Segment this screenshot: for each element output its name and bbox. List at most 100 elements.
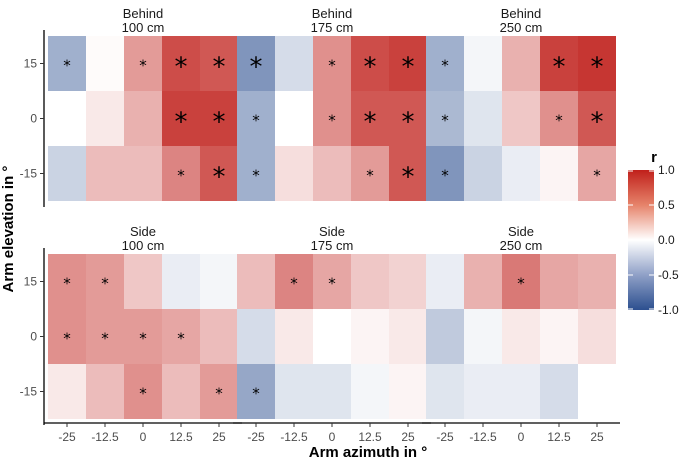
significance-star: *	[63, 330, 71, 348]
heatmap-cell	[502, 146, 540, 201]
heatmap-cell	[578, 254, 616, 309]
significance-star: *	[402, 53, 415, 83]
panel-title-line2: 100 cm	[122, 238, 165, 253]
significance-star: *	[139, 57, 147, 75]
significance-star: *	[591, 108, 604, 138]
significance-star: *	[252, 112, 260, 130]
y-tick-label: -15	[20, 385, 38, 399]
heatmap-cell	[86, 364, 124, 419]
heatmap-cell	[389, 91, 427, 146]
significance-star: *	[555, 112, 563, 130]
x-tick-label: 25	[212, 430, 226, 444]
heatmap-cell	[464, 254, 502, 309]
panel-title-line1: Side	[508, 224, 534, 239]
heatmap-cell	[124, 91, 162, 146]
x-tick-label: 0	[518, 430, 525, 444]
heatmap-cell	[464, 91, 502, 146]
heatmap-cell	[351, 91, 389, 146]
significance-star: *	[175, 108, 188, 138]
x-tick-label: -25	[436, 430, 454, 444]
heatmap-cell	[389, 309, 427, 364]
significance-star: *	[252, 385, 260, 403]
heatmap-cell	[124, 146, 162, 201]
legend-tick-label: 1.0	[658, 163, 675, 177]
heatmap-cell	[48, 91, 86, 146]
significance-star: *	[328, 112, 336, 130]
heatmap-cell	[200, 254, 238, 309]
axes-layer: 15 0 -15 15 0 -15 -25 -12.5 0 12.5 25 -25 -12.5 0 12.5…	[20, 30, 620, 444]
x-tick-label: -12.5	[91, 430, 119, 444]
heatmap-cell	[426, 309, 464, 364]
significance-star: *	[252, 167, 260, 185]
heatmap-cell	[124, 364, 162, 419]
heatmap-cell	[426, 36, 464, 91]
heatmap-cell	[48, 309, 86, 364]
y-tick-label: 0	[30, 330, 37, 344]
heatmap-cell	[162, 364, 200, 419]
x-tick-label: -12.5	[469, 430, 497, 444]
heatmap-cell	[237, 364, 275, 419]
heatmap-cell	[48, 364, 86, 419]
heatmap-cell	[313, 364, 351, 419]
x-tick-label: 0	[329, 430, 336, 444]
panel-title-line1: Behind	[501, 6, 541, 21]
significance-star: *	[328, 275, 336, 293]
heatmap-cell	[502, 91, 540, 146]
heatmap-cell	[578, 309, 616, 364]
heatmap-cell	[540, 309, 578, 364]
significance-star: *	[328, 57, 336, 75]
heatmap-cell	[200, 146, 238, 201]
x-tick-label: -25	[247, 430, 265, 444]
heatmap-cell	[162, 309, 200, 364]
significance-star: *	[250, 53, 263, 83]
heatmap-cell	[48, 36, 86, 91]
heatmap-cell	[275, 146, 313, 201]
x-tick-label: 25	[401, 430, 415, 444]
heatmap-cell	[389, 146, 427, 201]
heatmap-cell	[86, 309, 124, 364]
x-tick-label: 12.5	[169, 430, 193, 444]
significance-star: *	[139, 330, 147, 348]
heatmap-cell	[313, 309, 351, 364]
x-tick-label: 25	[590, 430, 604, 444]
significance-star: *	[215, 385, 223, 403]
significance-star: *	[441, 57, 449, 75]
heatmap-cell	[426, 146, 464, 201]
x-tick-label: -12.5	[280, 430, 308, 444]
significance-star: *	[364, 108, 377, 138]
heatmap-cell	[86, 146, 124, 201]
panel-title-line2: 250 cm	[500, 238, 543, 253]
heatmap-cell	[502, 254, 540, 309]
heatmap-cell	[86, 91, 124, 146]
significance-star: *	[213, 108, 226, 138]
heatmap-cell	[237, 254, 275, 309]
heatmap-cell	[275, 309, 313, 364]
significance-star: *	[213, 53, 226, 83]
significance-star: *	[101, 330, 109, 348]
heatmap-cell	[351, 146, 389, 201]
significance-star: *	[139, 385, 147, 403]
heatmap-cell	[275, 254, 313, 309]
heatmap-cell	[313, 91, 351, 146]
legend-tick-label: -0.5	[658, 268, 679, 282]
heatmap-cell	[540, 91, 578, 146]
legend-title: r	[651, 149, 657, 166]
heatmap-cell	[351, 309, 389, 364]
heatmap-cell	[313, 146, 351, 201]
heatmap-cell	[351, 36, 389, 91]
heatmap-cell	[540, 36, 578, 91]
significance-star: *	[441, 112, 449, 130]
heatmap-cell	[464, 36, 502, 91]
heatmap-cell	[540, 254, 578, 309]
heatmap-cell	[86, 254, 124, 309]
significance-star: *	[366, 167, 374, 185]
panel-title-line2: 250 cm	[500, 20, 543, 35]
significance-star: *	[63, 275, 71, 293]
heatmap-cell	[464, 146, 502, 201]
significance-star: *	[177, 330, 185, 348]
significance-star: *	[402, 108, 415, 138]
heatmap-cell	[237, 91, 275, 146]
